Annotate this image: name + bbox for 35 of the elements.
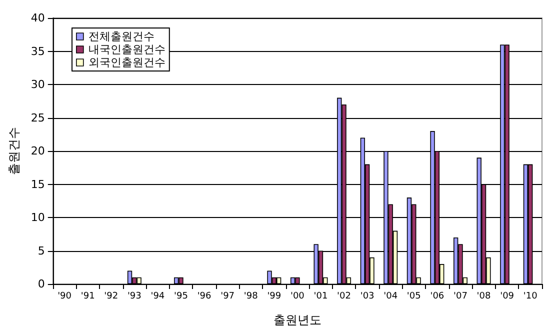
x-tick-label: '03 — [360, 292, 374, 302]
x-tick-label: '90 — [58, 292, 72, 302]
y-tick-label: 20 — [30, 144, 45, 158]
x-tick-label: '07 — [454, 292, 468, 302]
y-tick-label: 0 — [38, 278, 45, 290]
x-tick-label: '94 — [150, 292, 165, 302]
x-tick-label: '96 — [197, 292, 212, 302]
legend-label: 외국인출원건수 — [88, 56, 166, 69]
x-tick-label: '05 — [406, 292, 421, 302]
y-tick-label: 5 — [38, 244, 45, 258]
y-tick-label: 10 — [30, 211, 45, 224]
x-tick-label: '10 — [523, 292, 538, 302]
x-tick-label: '09 — [500, 292, 514, 302]
x-tick-label: '02 — [337, 292, 351, 302]
x-tick-label: '91 — [80, 292, 95, 302]
x-tick-label: '06 — [430, 292, 444, 302]
x-tick-label: '92 — [104, 292, 118, 302]
x-tick-label: '97 — [220, 292, 235, 302]
x-tick-label: '99 — [267, 292, 282, 302]
legend-label: 전체출원건수 — [88, 30, 154, 43]
legend-label: 내국인출원건수 — [88, 43, 166, 56]
x-tick-label: '93 — [127, 292, 142, 302]
y-tick-label: 35 — [30, 44, 45, 58]
y-tick-label: 25 — [30, 111, 45, 124]
x-tick-label: '00 — [290, 292, 305, 302]
x-tick-label: '95 — [174, 292, 188, 302]
y-tick-label: 30 — [30, 78, 45, 91]
x-axis-title: 출원년도 — [273, 313, 322, 327]
y-tick-label: 15 — [30, 178, 45, 191]
x-tick-label: '98 — [244, 292, 258, 302]
y-tick-label: 40 — [30, 12, 45, 24]
x-tick-label: '01 — [314, 292, 328, 302]
x-tick-label: '04 — [384, 292, 398, 302]
x-tick-label: '08 — [476, 292, 492, 302]
y-axis-title: 출원건수 — [7, 127, 21, 175]
